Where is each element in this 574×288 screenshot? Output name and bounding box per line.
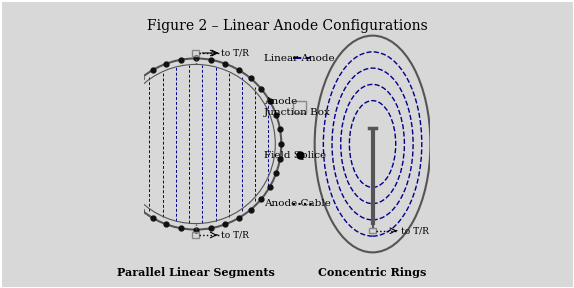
Text: Field Splice: Field Splice xyxy=(264,151,326,160)
Text: Anode Cable: Anode Cable xyxy=(264,199,331,209)
Bar xyxy=(192,232,199,238)
Bar xyxy=(293,101,305,113)
Text: Anode
Junction Box: Anode Junction Box xyxy=(264,97,331,117)
Text: to T/R: to T/R xyxy=(401,226,429,235)
Text: to T/R: to T/R xyxy=(222,48,249,58)
Text: Figure 2 – Linear Anode Configurations: Figure 2 – Linear Anode Configurations xyxy=(146,18,428,33)
Text: to T/R: to T/R xyxy=(222,230,249,240)
Bar xyxy=(369,228,376,233)
Bar xyxy=(192,50,199,56)
Text: Parallel Linear Segments: Parallel Linear Segments xyxy=(117,267,275,278)
Text: Linear Anode: Linear Anode xyxy=(264,54,335,63)
Text: Concentric Rings: Concentric Rings xyxy=(319,267,426,278)
